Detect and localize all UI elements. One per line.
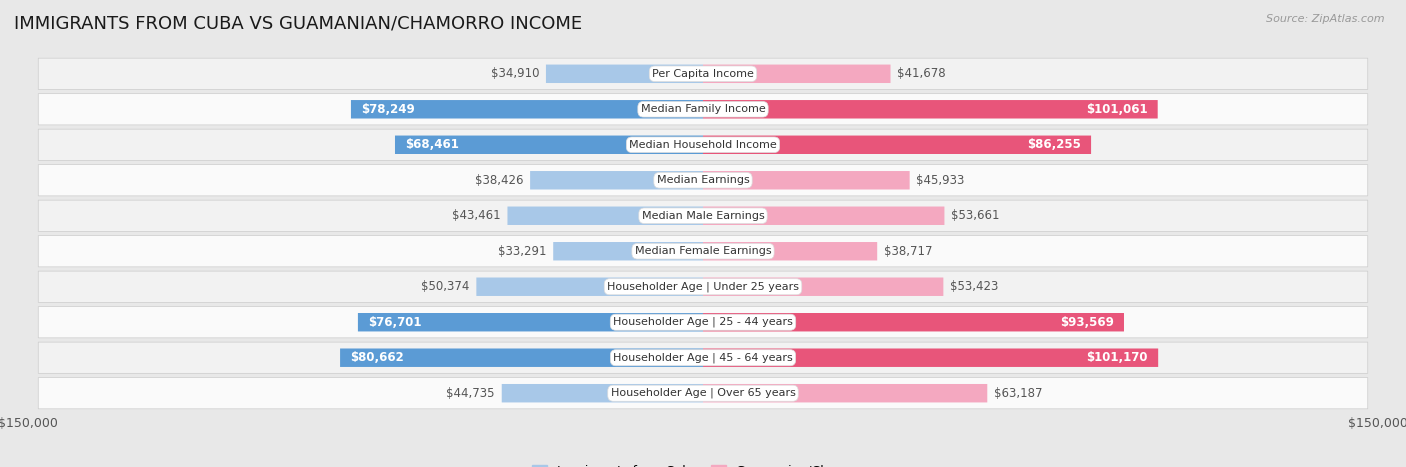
Text: $41,678: $41,678: [897, 67, 946, 80]
Text: $80,662: $80,662: [350, 351, 404, 364]
Text: $45,933: $45,933: [917, 174, 965, 187]
Text: $93,569: $93,569: [1060, 316, 1114, 329]
FancyBboxPatch shape: [703, 277, 943, 296]
FancyBboxPatch shape: [530, 171, 703, 190]
FancyBboxPatch shape: [703, 135, 1091, 154]
Text: $68,461: $68,461: [405, 138, 458, 151]
Text: $76,701: $76,701: [368, 316, 422, 329]
FancyBboxPatch shape: [553, 242, 703, 261]
Text: Per Capita Income: Per Capita Income: [652, 69, 754, 79]
Text: $38,717: $38,717: [884, 245, 932, 258]
FancyBboxPatch shape: [703, 242, 877, 261]
Text: Median Female Earnings: Median Female Earnings: [634, 246, 772, 256]
Text: $43,461: $43,461: [453, 209, 501, 222]
Text: $63,187: $63,187: [994, 387, 1042, 400]
Text: Median Male Earnings: Median Male Earnings: [641, 211, 765, 221]
FancyBboxPatch shape: [502, 384, 703, 403]
FancyBboxPatch shape: [38, 307, 1368, 338]
FancyBboxPatch shape: [703, 206, 945, 225]
FancyBboxPatch shape: [38, 94, 1368, 125]
FancyBboxPatch shape: [395, 135, 703, 154]
FancyBboxPatch shape: [38, 129, 1368, 160]
Text: Householder Age | 25 - 44 years: Householder Age | 25 - 44 years: [613, 317, 793, 327]
Text: $34,910: $34,910: [491, 67, 538, 80]
FancyBboxPatch shape: [508, 206, 703, 225]
FancyBboxPatch shape: [38, 378, 1368, 409]
FancyBboxPatch shape: [477, 277, 703, 296]
Text: $38,426: $38,426: [475, 174, 523, 187]
FancyBboxPatch shape: [38, 200, 1368, 231]
Text: $86,255: $86,255: [1026, 138, 1081, 151]
Text: IMMIGRANTS FROM CUBA VS GUAMANIAN/CHAMORRO INCOME: IMMIGRANTS FROM CUBA VS GUAMANIAN/CHAMOR…: [14, 14, 582, 32]
FancyBboxPatch shape: [703, 64, 890, 83]
FancyBboxPatch shape: [38, 165, 1368, 196]
FancyBboxPatch shape: [703, 313, 1123, 332]
Text: Householder Age | Under 25 years: Householder Age | Under 25 years: [607, 282, 799, 292]
Text: Median Household Income: Median Household Income: [628, 140, 778, 150]
Legend: Immigrants from Cuba, Guamanian/Chamorro: Immigrants from Cuba, Guamanian/Chamorro: [527, 460, 879, 467]
Text: $101,170: $101,170: [1087, 351, 1149, 364]
FancyBboxPatch shape: [703, 171, 910, 190]
FancyBboxPatch shape: [359, 313, 703, 332]
FancyBboxPatch shape: [38, 58, 1368, 89]
FancyBboxPatch shape: [352, 100, 703, 119]
FancyBboxPatch shape: [703, 348, 1159, 367]
FancyBboxPatch shape: [38, 342, 1368, 373]
Text: Median Family Income: Median Family Income: [641, 104, 765, 114]
Text: $44,735: $44,735: [447, 387, 495, 400]
FancyBboxPatch shape: [703, 384, 987, 403]
Text: $78,249: $78,249: [361, 103, 415, 116]
FancyBboxPatch shape: [38, 271, 1368, 302]
FancyBboxPatch shape: [38, 236, 1368, 267]
FancyBboxPatch shape: [546, 64, 703, 83]
Text: $50,374: $50,374: [422, 280, 470, 293]
Text: Householder Age | 45 - 64 years: Householder Age | 45 - 64 years: [613, 353, 793, 363]
Text: $33,291: $33,291: [498, 245, 547, 258]
FancyBboxPatch shape: [340, 348, 703, 367]
Text: Householder Age | Over 65 years: Householder Age | Over 65 years: [610, 388, 796, 398]
Text: $53,423: $53,423: [950, 280, 998, 293]
Text: $101,061: $101,061: [1085, 103, 1147, 116]
Text: $53,661: $53,661: [952, 209, 1000, 222]
Text: Source: ZipAtlas.com: Source: ZipAtlas.com: [1267, 14, 1385, 24]
Text: Median Earnings: Median Earnings: [657, 175, 749, 185]
FancyBboxPatch shape: [703, 100, 1157, 119]
